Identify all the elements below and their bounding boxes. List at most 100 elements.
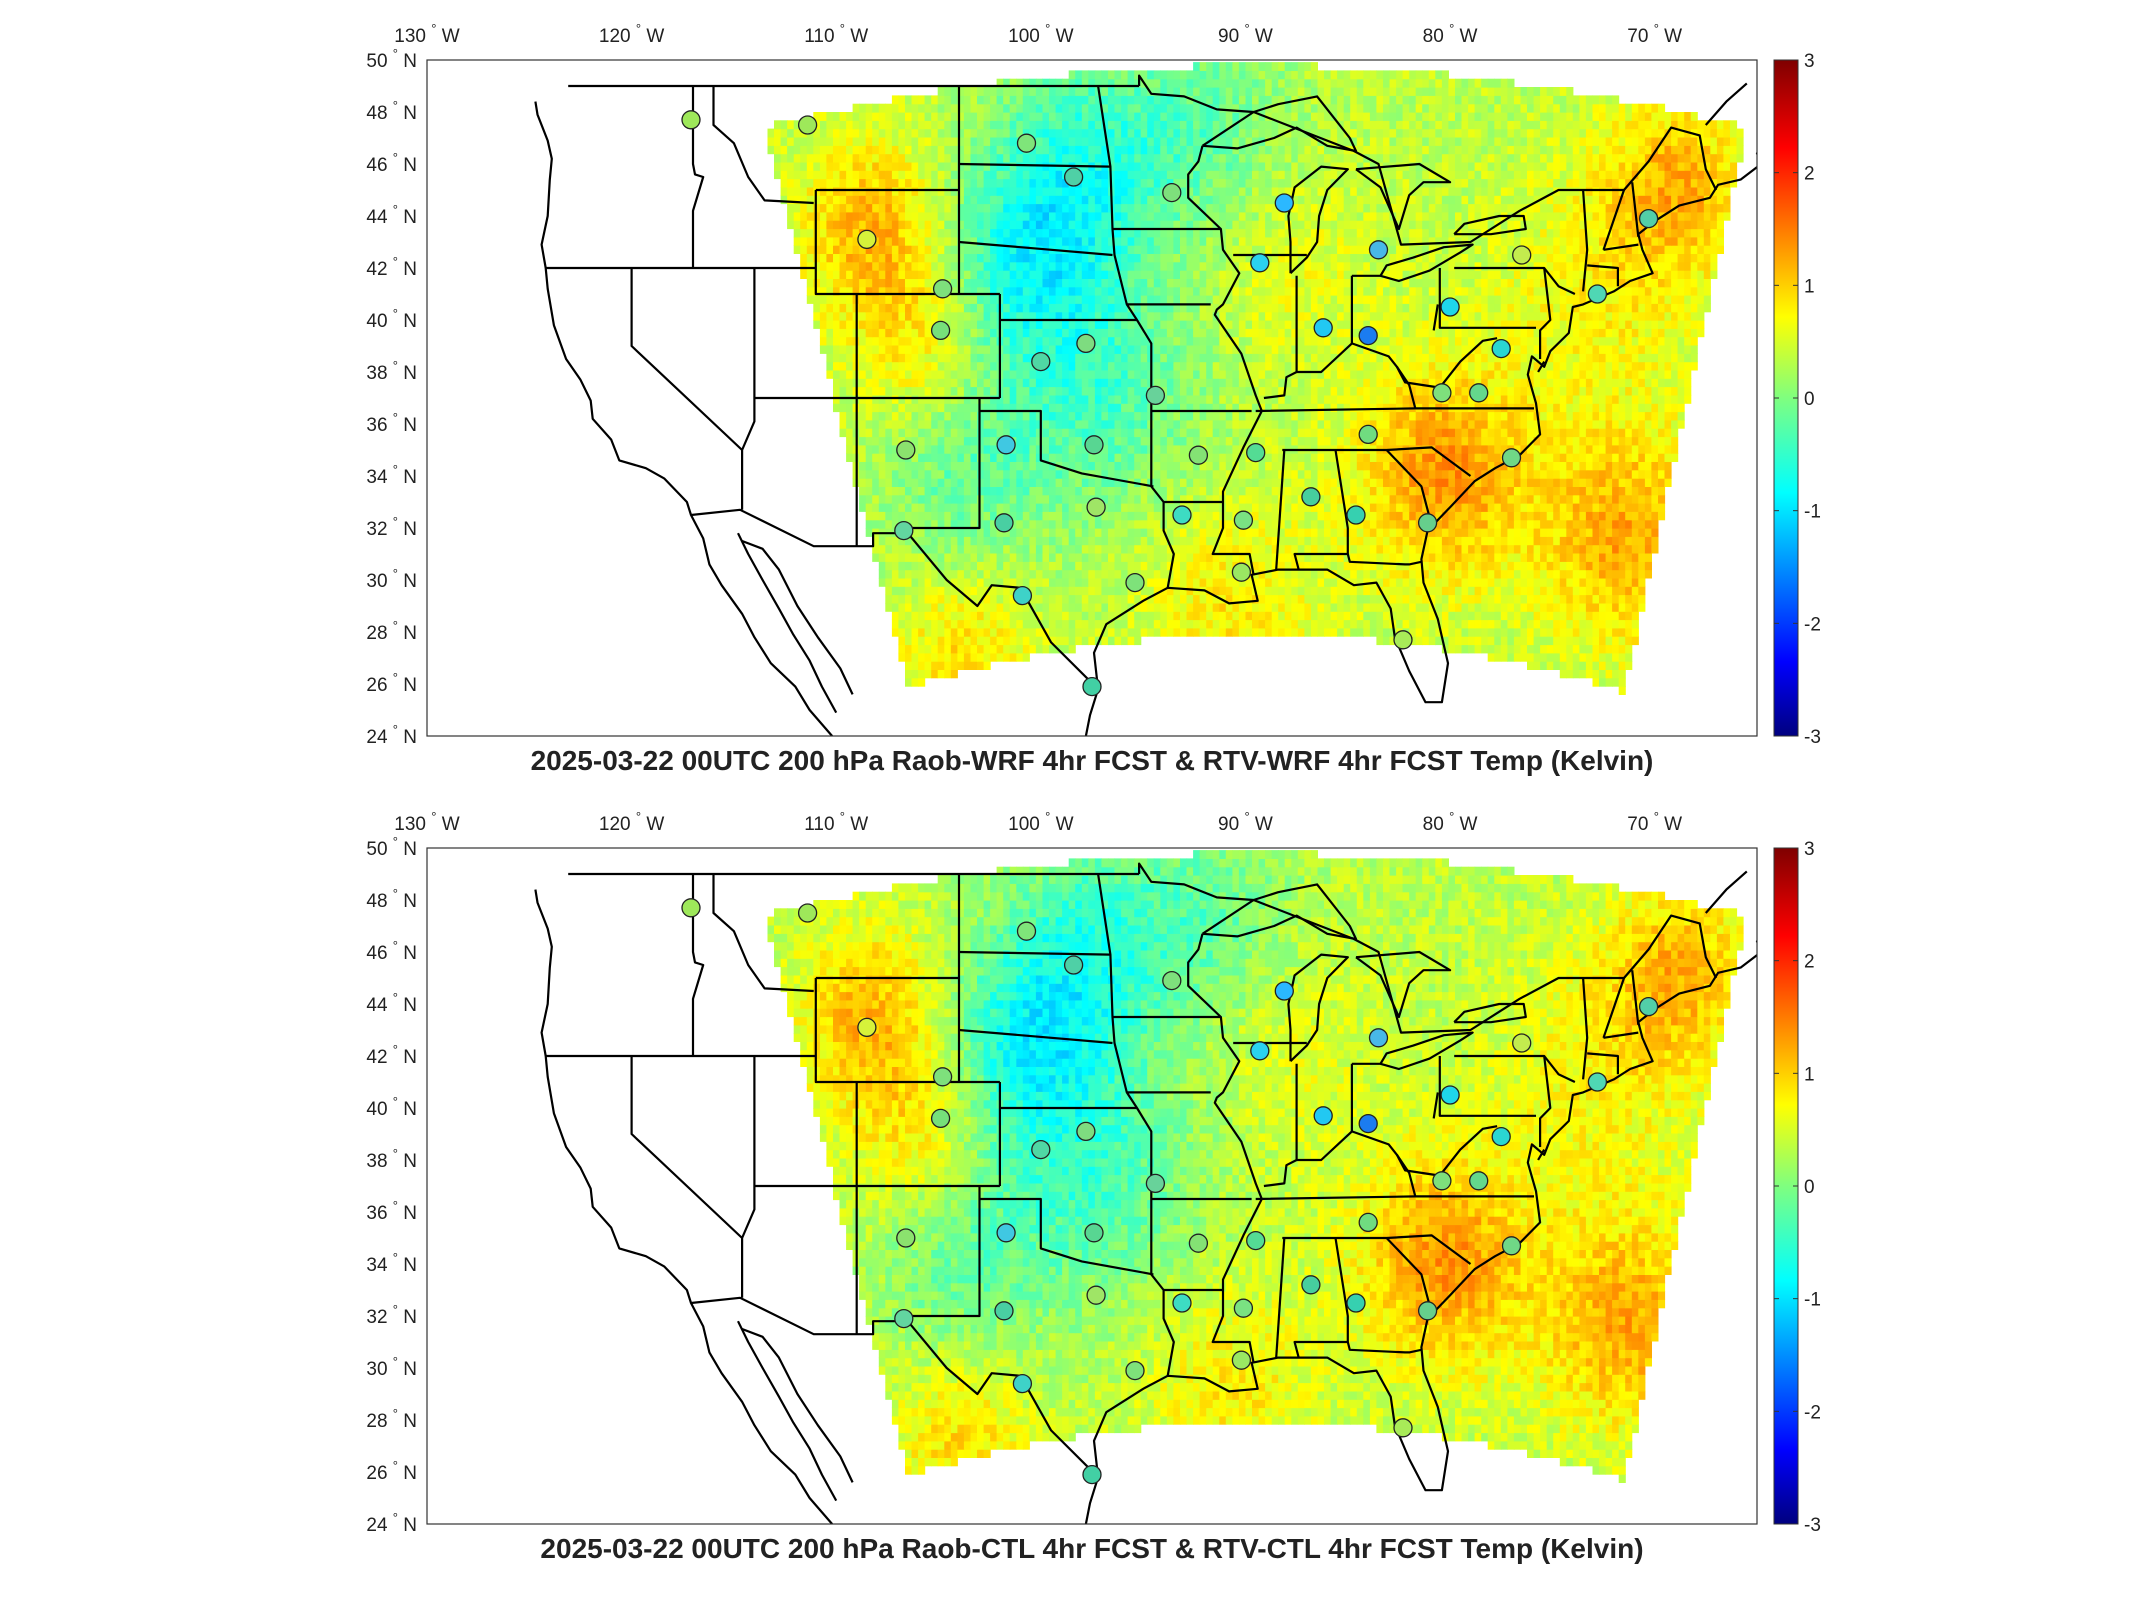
latitude-tick-label: 50 ° N [366, 46, 417, 72]
colorbar-tick-label: 0 [1804, 1177, 1815, 1198]
latitude-tick-label: 46 ° N [366, 938, 417, 964]
longitude-tick-label: 110 ° W [804, 809, 868, 835]
map-area [534, 62, 1757, 736]
raob-station-marker [1469, 383, 1489, 403]
raob-stations [681, 898, 1659, 1485]
raob-station-marker [1231, 1350, 1252, 1370]
map-frame [426, 59, 1758, 737]
raob-station-marker [1188, 445, 1209, 465]
latitude-tick-label: 44 ° N [366, 202, 417, 228]
raob-station-marker [1172, 505, 1192, 525]
map-panel-bottom: 130 ° W 120 ° W 110 ° W 100 ° W 90 ° W 80 ° W… [366, 809, 1821, 1564]
raob-station-marker [1358, 1212, 1378, 1233]
panel-title: 2025-03-22 00UTC 200 hPa Raob-CTL 4hr FC… [540, 1533, 1643, 1564]
raob-station-marker [1086, 1285, 1106, 1305]
raob-station-marker [1082, 676, 1102, 697]
colorbar-tick-label: -2 [1804, 614, 1821, 635]
temperature-field [767, 850, 1744, 1483]
raob-station-marker [930, 320, 951, 341]
raob-station-marker [1172, 1293, 1192, 1313]
raob-station-marker [1076, 1121, 1096, 1142]
latitude-tick-label: 48 ° N [366, 886, 417, 912]
raob-station-marker [1231, 562, 1252, 582]
raob-station-marker [1638, 996, 1659, 1017]
raob-station-marker [1063, 955, 1084, 975]
raob-station-marker [1393, 630, 1413, 650]
raob-station-marker [1012, 1373, 1033, 1394]
longitude-tick-label: 130 ° W [394, 809, 459, 835]
colorbar: 3 2 1 0 -1 -2 -3 [1773, 839, 1821, 1536]
latitude-tick-label: 34 ° N [366, 1250, 417, 1276]
raob-station-marker [1313, 1106, 1333, 1126]
raob-station-marker [1432, 1171, 1452, 1191]
raob-station-marker [1368, 1028, 1389, 1048]
latitude-tick-label: 24 ° N [366, 722, 417, 748]
longitude-tick-label: 120 ° W [599, 21, 664, 47]
latitude-tick-label: 36 ° N [366, 410, 417, 436]
raob-station-marker [1469, 1171, 1489, 1191]
colorbar: 3 2 1 0 -1 -2 -3 [1773, 51, 1821, 748]
latitude-tick-label: 40 ° N [366, 306, 417, 332]
raob-station-marker [1301, 1275, 1321, 1295]
latitude-tick-label: 26 ° N [366, 1458, 417, 1484]
latitude-tick-label: 32 ° N [366, 514, 417, 540]
raob-station-marker [1188, 1233, 1209, 1253]
raob-station-marker [1084, 1223, 1104, 1243]
raob-station-marker [1440, 1085, 1460, 1105]
raob-station-marker [1313, 318, 1333, 338]
raob-station-marker [1274, 193, 1294, 213]
latitude-tick-label: 40 ° N [366, 1094, 417, 1120]
colorbar-tick-label: -1 [1804, 502, 1821, 523]
longitude-tick-label: 90 ° W [1218, 809, 1273, 835]
raob-station-marker [1162, 970, 1182, 991]
raob-station-marker [1393, 1418, 1413, 1438]
raob-station-marker [1162, 182, 1182, 203]
latitude-tick-label: 26 ° N [366, 670, 417, 696]
colorbar-tick-label: -3 [1804, 727, 1821, 748]
raob-station-marker [1233, 510, 1254, 530]
raob-station-marker [1076, 333, 1096, 354]
longitude-labels: 130 ° W 120 ° W 110 ° W 100 ° W 90 ° W 80 ° W… [394, 21, 1682, 47]
longitude-tick-label: 120 ° W [599, 809, 664, 835]
raob-station-marker [1512, 245, 1532, 265]
raob-station-marker [1491, 338, 1511, 359]
raob-station-marker [1501, 1236, 1522, 1256]
latitude-tick-label: 28 ° N [366, 618, 417, 644]
geography-lines [534, 862, 1757, 1524]
latitude-tick-label: 32 ° N [366, 1302, 417, 1328]
raob-station-marker [1246, 1230, 1266, 1251]
longitude-tick-label: 80 ° W [1423, 21, 1478, 47]
raob-station-marker [681, 898, 701, 918]
raob-station-marker [1145, 1173, 1166, 1194]
raob-station-marker [1491, 1126, 1511, 1147]
raob-station-marker [1638, 208, 1659, 229]
raob-station-marker [797, 903, 818, 923]
raob-station-marker [1031, 351, 1051, 372]
colorbar-tick-label: 2 [1804, 164, 1815, 185]
longitude-tick-label: 80 ° W [1423, 809, 1478, 835]
latitude-labels: 50 ° N 48 ° N 46 ° N 44 ° N 42 ° N 40 ° N 38 °… [366, 834, 417, 1536]
raob-station-marker [857, 1017, 877, 1038]
longitude-tick-label: 130 ° W [394, 21, 459, 47]
latitude-tick-label: 38 ° N [366, 1146, 417, 1172]
raob-station-marker [894, 1308, 914, 1329]
latitude-tick-label: 42 ° N [366, 254, 417, 280]
raob-station-marker [996, 1223, 1016, 1243]
raob-station-marker [1358, 1113, 1378, 1134]
longitude-tick-label: 90 ° W [1218, 21, 1273, 47]
latitude-tick-label: 30 ° N [366, 566, 417, 592]
raob-station-marker [896, 440, 916, 460]
raob-station-marker [1012, 585, 1033, 606]
raob-station-marker [1145, 385, 1166, 406]
latitude-tick-label: 46 ° N [366, 150, 417, 176]
raob-station-marker [996, 435, 1016, 455]
longitude-labels: 130 ° W 120 ° W 110 ° W 100 ° W 90 ° W 80 ° W… [394, 809, 1682, 835]
panel-title: 2025-03-22 00UTC 200 hPa Raob-WRF 4hr FC… [531, 745, 1654, 776]
raob-station-marker [1512, 1033, 1532, 1053]
latitude-tick-label: 30 ° N [366, 1354, 417, 1380]
latitude-tick-label: 36 ° N [366, 1198, 417, 1224]
raob-station-marker [1368, 240, 1389, 260]
raob-station-marker [994, 1301, 1014, 1321]
raob-station-marker [932, 1067, 953, 1087]
